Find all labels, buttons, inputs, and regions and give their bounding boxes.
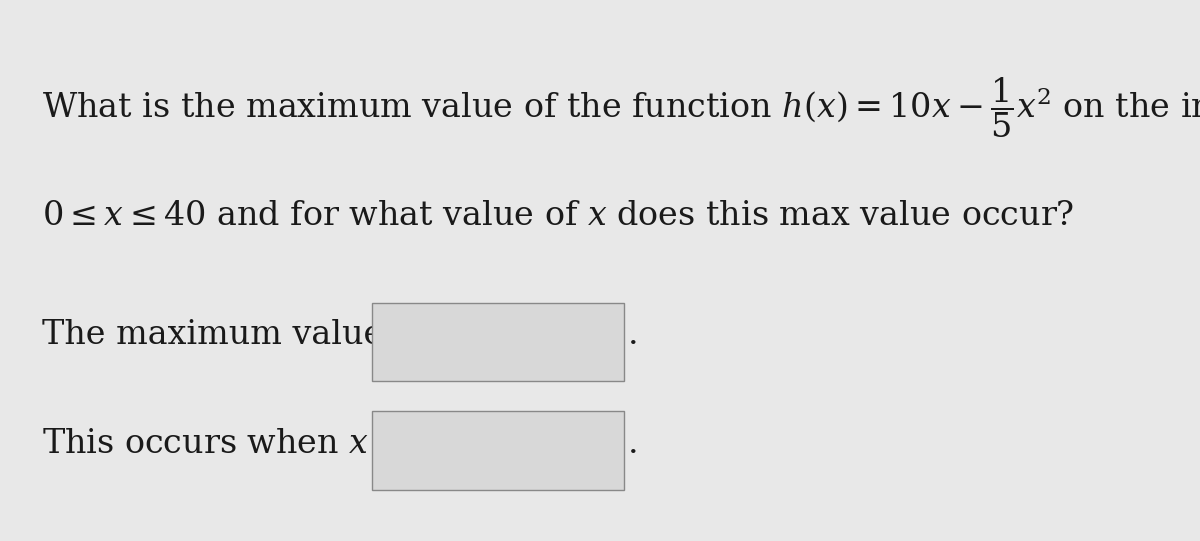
Text: $0 \leq x \leq 40$ and for what value of $x$ does this max value occur?: $0 \leq x \leq 40$ and for what value of…	[42, 200, 1074, 233]
FancyBboxPatch shape	[372, 303, 624, 381]
Text: This occurs when $x$ =: This occurs when $x$ =	[42, 427, 404, 460]
Text: The maximum value is: The maximum value is	[42, 319, 422, 352]
Text: .: .	[628, 427, 638, 460]
Text: .: .	[628, 319, 638, 352]
FancyBboxPatch shape	[372, 411, 624, 490]
Text: What is the maximum value of the function $h(x) = 10x - \dfrac{1}{5}x^2$ on the : What is the maximum value of the functio…	[42, 76, 1200, 141]
